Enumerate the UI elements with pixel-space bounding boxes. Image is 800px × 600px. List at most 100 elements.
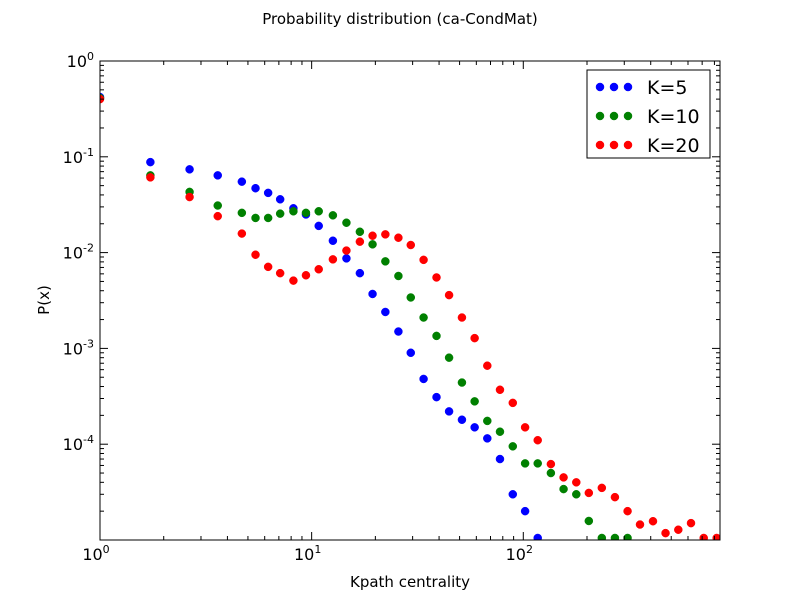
point-K=20-17 — [406, 240, 416, 250]
point-K=5-20 — [444, 407, 454, 416]
point-K=20-2 — [185, 192, 194, 202]
point-K=5-15 — [381, 307, 390, 317]
legend-item-K=10: K=10 — [595, 106, 700, 128]
legend-marker-K=10-0 — [595, 111, 605, 121]
point-K=10-5 — [251, 213, 260, 223]
point-K=10-27 — [533, 459, 542, 468]
point-K=20-27 — [533, 435, 542, 445]
point-K=20-25 — [508, 398, 518, 408]
point-K=20-14 — [368, 231, 377, 240]
point-K=20-35 — [635, 520, 645, 529]
plot-frame — [99, 60, 721, 541]
legend-box — [586, 69, 711, 159]
point-K=20-6 — [263, 262, 273, 272]
point-K=10-25 — [508, 442, 518, 451]
point-K=20-23 — [483, 361, 492, 370]
point-K=10-33 — [610, 533, 620, 540]
y-tick-label-1: 10-1 — [63, 146, 94, 167]
legend-marker-K=20-0 — [595, 140, 605, 150]
point-K=5-2 — [185, 165, 194, 174]
point-K=10-10 — [314, 207, 323, 216]
point-K=5-3 — [213, 171, 222, 180]
axis-ticks: 100 101 102 100 10-1 10-2 10-3 10-4 — [63, 50, 720, 564]
point-K=20-24 — [495, 385, 505, 395]
point-K=20-16 — [394, 233, 403, 242]
point-K=20-36 — [648, 516, 658, 526]
point-K=20-18 — [419, 255, 428, 265]
point-K=10-16 — [394, 271, 403, 281]
point-K=10-23 — [483, 416, 492, 426]
legend: K=5 K=10 K=20 — [586, 69, 711, 159]
point-K=5-24 — [495, 454, 505, 464]
point-K=20-30 — [572, 478, 581, 487]
x-tick-label-1: 101 — [294, 543, 321, 564]
point-K=10-30 — [572, 490, 581, 499]
point-K=10-34 — [623, 533, 632, 540]
legend-marker-K=10-1 — [609, 111, 619, 121]
point-K=5-18 — [419, 374, 428, 384]
point-K=5-13 — [355, 268, 365, 278]
point-K=5-4 — [237, 177, 247, 186]
series-K=20 — [100, 94, 720, 540]
legend-marker-K=10-2 — [623, 111, 633, 121]
point-K=20-20 — [444, 290, 454, 300]
point-K=20-10 — [314, 265, 323, 274]
point-K=10-18 — [419, 313, 428, 322]
legend-label-K=5: K=5 — [647, 77, 687, 99]
point-K=20-1 — [146, 173, 155, 182]
point-K=20-32 — [597, 483, 607, 493]
point-K=5-25 — [508, 490, 518, 499]
point-K=10-9 — [301, 208, 311, 218]
point-K=10-29 — [559, 484, 568, 494]
point-K=10-31 — [584, 516, 594, 526]
point-K=5-12 — [342, 254, 351, 263]
point-K=5-17 — [406, 348, 416, 358]
x-tick-label-2: 102 — [506, 543, 533, 564]
point-K=20-8 — [289, 276, 298, 285]
point-K=20-12 — [342, 246, 351, 255]
point-K=10-14 — [368, 240, 377, 249]
point-K=10-8 — [289, 207, 298, 216]
point-K=10-21 — [457, 378, 467, 387]
point-K=20-29 — [559, 473, 568, 482]
point-K=20-31 — [584, 488, 594, 498]
series-K=10 — [100, 93, 632, 540]
y-tick-label-3: 10-3 — [63, 337, 94, 358]
legend-marker-K=20-1 — [609, 140, 619, 150]
point-K=20-38 — [674, 525, 683, 534]
point-K=5-5 — [251, 183, 260, 193]
point-K=5-26 — [520, 506, 530, 516]
point-K=20-4 — [237, 229, 247, 238]
point-K=5-10 — [314, 221, 323, 231]
point-K=20-7 — [275, 268, 285, 278]
point-K=5-21 — [457, 415, 467, 424]
point-K=10-17 — [406, 293, 416, 302]
point-K=20-22 — [470, 333, 479, 343]
point-K=20-19 — [432, 273, 441, 282]
point-K=10-11 — [328, 211, 338, 220]
point-K=10-13 — [355, 227, 365, 237]
point-K=20-33 — [610, 492, 620, 502]
point-K=20-39 — [686, 518, 696, 528]
point-K=10-22 — [470, 397, 479, 406]
point-K=10-7 — [275, 209, 285, 218]
point-K=10-3 — [213, 201, 222, 210]
point-K=20-28 — [546, 459, 556, 469]
point-K=20-34 — [623, 506, 632, 516]
legend-label-K=10: K=10 — [647, 106, 700, 128]
x-axis-label: Kpath centrality — [350, 573, 470, 591]
point-K=20-11 — [328, 255, 338, 264]
chart-title: Probability distribution (ca-CondMat) — [262, 10, 538, 28]
point-K=20-9 — [301, 271, 311, 280]
point-K=5-1 — [146, 157, 155, 167]
point-K=10-32 — [597, 533, 607, 540]
x-tick-label-0: 100 — [82, 543, 109, 564]
point-K=5-22 — [470, 423, 479, 432]
legend-marker-K=5-2 — [623, 82, 633, 92]
point-K=5-11 — [328, 236, 338, 245]
data-points — [100, 92, 720, 540]
point-K=10-19 — [432, 331, 441, 341]
y-tick-label-2: 10-2 — [63, 242, 94, 263]
point-K=20-3 — [213, 211, 222, 221]
